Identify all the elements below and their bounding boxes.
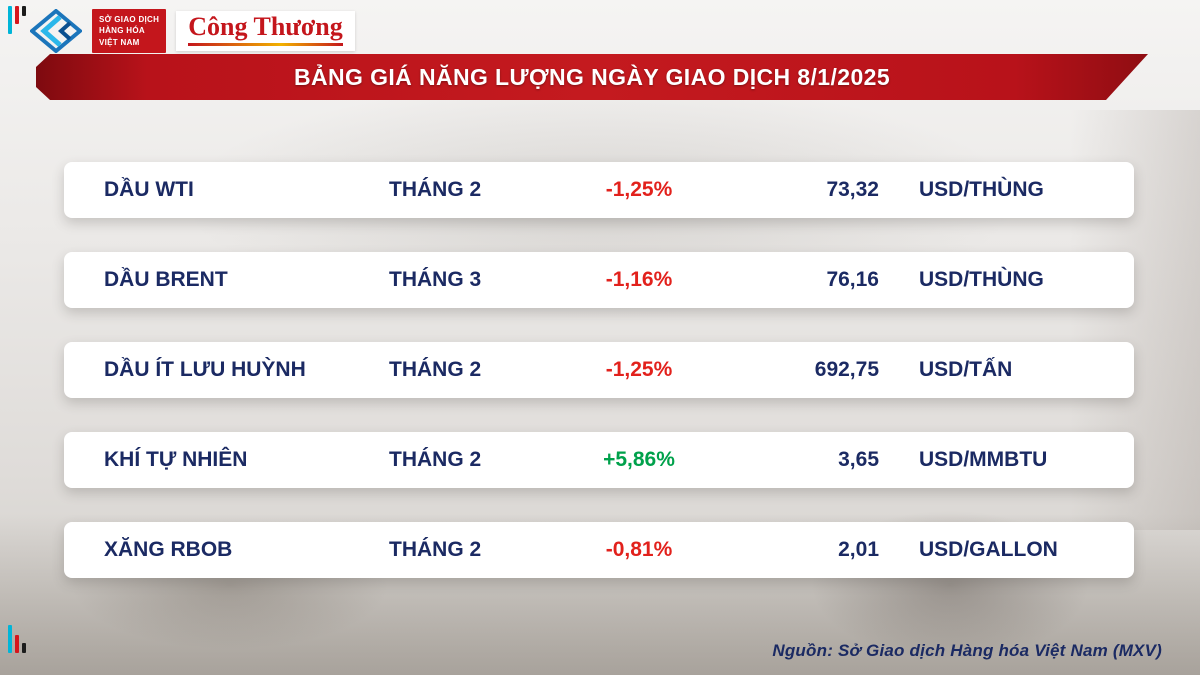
title-banner: BẢNG GIÁ NĂNG LƯỢNG NGÀY GIAO DỊCH 8/1/2…	[36, 54, 1148, 100]
table-row: DẦU ÍT LƯU HUỲNH THÁNG 2 -1,25% 692,75 U…	[64, 342, 1134, 398]
congthuong-logo-underline	[188, 43, 343, 46]
change-percent-cell: -1,16%	[605, 268, 673, 291]
tick-cyan	[8, 6, 12, 34]
commodity-cell: XĂNG RBOB	[104, 538, 233, 561]
table-row: DẦU BRENT THÁNG 3 -1,16% 76,16 USD/THÙNG	[64, 252, 1134, 308]
tick-red	[15, 6, 19, 24]
contract-month-cell: THÁNG 2	[389, 178, 482, 201]
page-title: BẢNG GIÁ NĂNG LƯỢNG NGÀY GIAO DỊCH 8/1/2…	[293, 63, 891, 90]
price-cell: 76,16	[826, 268, 879, 291]
price-cell: 2,01	[838, 538, 879, 561]
commodity-cell: DẦU ÍT LƯU HUỲNH	[104, 358, 306, 381]
contract-month-cell: THÁNG 2	[389, 448, 482, 471]
mxv-logo-line: HÀNG HÓA	[99, 26, 145, 36]
price-cell: 73,32	[826, 178, 879, 201]
contract-month-cell: THÁNG 2	[389, 358, 482, 381]
price-table: DẦU WTI THÁNG 2 -1,25% 73,32 USD/THÙNG D…	[64, 162, 1134, 578]
mxv-logo-text: SỞ GIAO DỊCH HÀNG HÓA VIỆT NAM	[92, 8, 167, 54]
tick-dark	[22, 6, 26, 16]
commodity-cell: KHÍ TỰ NHIÊN	[104, 448, 248, 471]
congthuong-logo-text: Công Thương	[188, 12, 343, 41]
tick-red	[15, 635, 19, 653]
table-row: XĂNG RBOB THÁNG 2 -0,81% 2,01 USD/GALLON	[64, 522, 1134, 578]
unit-cell: USD/THÙNG	[919, 268, 1044, 291]
change-percent-cell: +5,86%	[603, 448, 675, 471]
change-percent-cell: -1,25%	[605, 178, 673, 201]
contract-month-cell: THÁNG 2	[389, 538, 482, 561]
change-percent-cell: -1,25%	[605, 358, 673, 381]
table-row: KHÍ TỰ NHIÊN THÁNG 2 +5,86% 3,65 USD/MMB…	[64, 432, 1134, 488]
corner-decoration-top-left	[8, 6, 26, 34]
unit-cell: USD/GALLON	[919, 538, 1058, 561]
corner-decoration-bottom-left	[8, 625, 26, 653]
header-logo-bar: SỞ GIAO DỊCH HÀNG HÓA VIỆT NAM Công Thươ…	[30, 8, 355, 54]
mxv-logo-line: SỞ GIAO DỊCH	[99, 14, 160, 24]
commodity-cell: DẦU BRENT	[104, 268, 228, 291]
mxv-logo-line: VIỆT NAM	[99, 37, 140, 47]
tick-cyan	[8, 625, 12, 653]
commodity-cell: DẦU WTI	[104, 178, 194, 201]
contract-month-cell: THÁNG 3	[389, 268, 482, 291]
tick-dark	[22, 643, 26, 653]
unit-cell: USD/MMBTU	[919, 448, 1048, 471]
unit-cell: USD/THÙNG	[919, 178, 1044, 201]
unit-cell: USD/TẤN	[919, 358, 1013, 381]
table-row: DẦU WTI THÁNG 2 -1,25% 73,32 USD/THÙNG	[64, 162, 1134, 218]
source-note: Nguồn: Sở Giao dịch Hàng hóa Việt Nam (M…	[772, 641, 1162, 660]
price-cell: 692,75	[814, 358, 879, 381]
price-cell: 3,65	[838, 448, 879, 471]
congthuong-logo: Công Thương	[176, 11, 355, 51]
change-percent-cell: -0,81%	[605, 538, 673, 561]
mxv-logo-icon	[30, 9, 82, 53]
